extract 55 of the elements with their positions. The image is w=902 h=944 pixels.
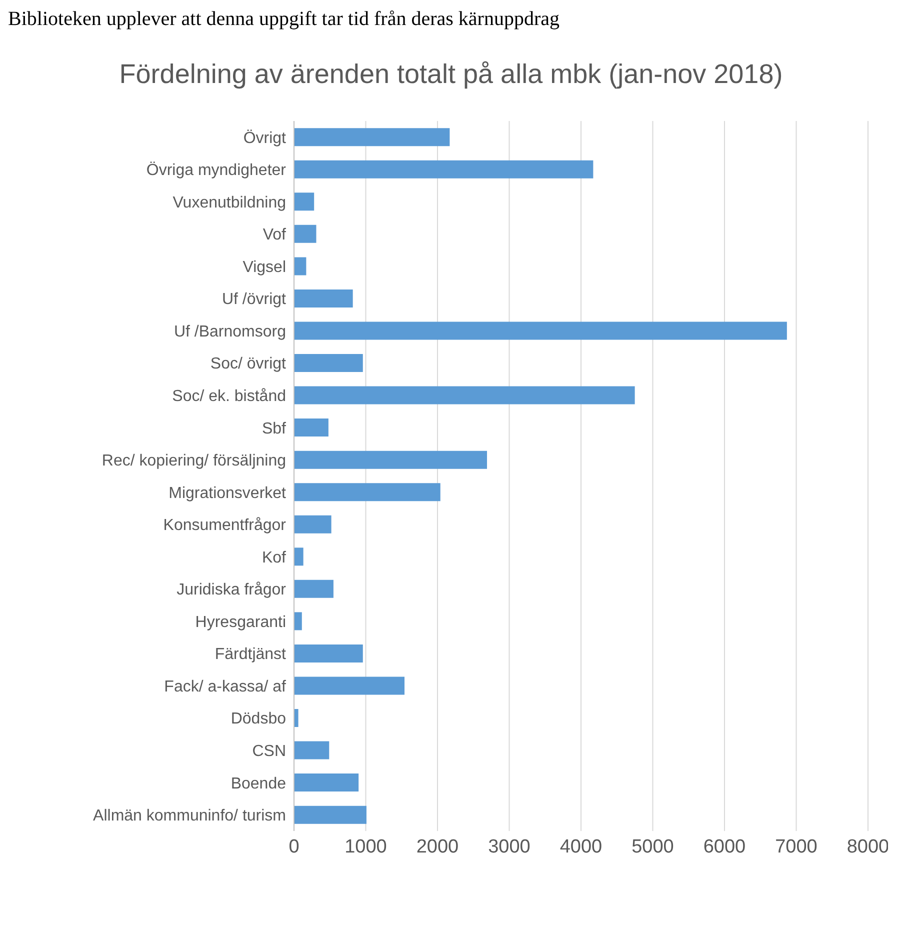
- y-tick-label: Boende: [230, 775, 286, 792]
- bar: [294, 644, 363, 662]
- y-tick-label: CSN: [252, 743, 286, 760]
- bar: [294, 580, 334, 598]
- y-tick-label: Vof: [262, 226, 287, 244]
- y-tick-label: Konsumentfrågor: [163, 517, 287, 534]
- bar: [294, 160, 594, 178]
- bar: [294, 774, 359, 792]
- y-tick-label: Migrationsverket: [168, 484, 287, 502]
- y-tick-label: Dödsbo: [230, 710, 286, 728]
- bar: [294, 741, 330, 760]
- x-tick-label: 0: [288, 836, 300, 858]
- y-tick-label: Övriga myndigheter: [146, 161, 287, 180]
- y-tick-label: Vigsel: [242, 258, 286, 276]
- bar: [294, 483, 440, 502]
- bar: [294, 676, 404, 695]
- bar: [294, 548, 304, 566]
- y-tick-label: Hyresgaranti: [195, 614, 286, 631]
- y-tick-label: Rec/ kopiering/ försäljning: [102, 452, 286, 470]
- y-tick-label: Allmän kommuninfo/ turism: [93, 808, 286, 825]
- y-tick-label: Vuxenutbildning: [172, 194, 286, 212]
- y-tick-label: Soc/ övrigt: [210, 356, 287, 373]
- text: Biblioteken upplever att denna uppgift tar tid från deras kärnuppdrag: [8, 8, 560, 31]
- bar: [294, 612, 302, 630]
- y-tick-label: Soc/ ek. bistånd: [172, 388, 286, 405]
- y-tick-label: Uf /Barnomsorg: [174, 323, 286, 340]
- y-tick-label: Övrigt: [243, 128, 287, 147]
- x-tick-label: 4000: [560, 836, 602, 858]
- x-tick-label: 1000: [344, 836, 387, 858]
- bar: [294, 515, 332, 534]
- x-tick-label: 5000: [632, 836, 674, 858]
- x-tick-label: 2000: [416, 836, 459, 858]
- bar: [294, 128, 450, 146]
- x-tick-label: 3000: [488, 836, 530, 858]
- bar: [294, 289, 353, 308]
- y-tick-label: Sbf: [262, 420, 287, 438]
- bar: [294, 386, 635, 404]
- bar: [294, 450, 488, 469]
- x-tick-label: 6000: [703, 836, 746, 858]
- x-tick-label: 7000: [775, 836, 818, 858]
- chart-title: Fördelning av ärenden totalt på alla mbk (jan-nov 2018): [118, 58, 784, 91]
- y-tick-label: Juridiska frågor: [176, 582, 287, 599]
- bar: [294, 224, 316, 243]
- y-tick-label: Fack/ a-kassa/ af: [164, 678, 287, 696]
- bar: [294, 257, 306, 276]
- y-tick-label: Kof: [262, 549, 287, 566]
- y-tick-label: Uf /övrigt: [222, 291, 287, 308]
- x-tick-label: 8000: [846, 836, 890, 858]
- bar: [294, 322, 787, 340]
- bar: [294, 418, 328, 437]
- bar: [294, 192, 314, 211]
- bar: [294, 806, 366, 824]
- bar: [294, 709, 298, 728]
- bar: [294, 354, 363, 372]
- y-tick-label: Färdtjänst: [214, 646, 287, 664]
